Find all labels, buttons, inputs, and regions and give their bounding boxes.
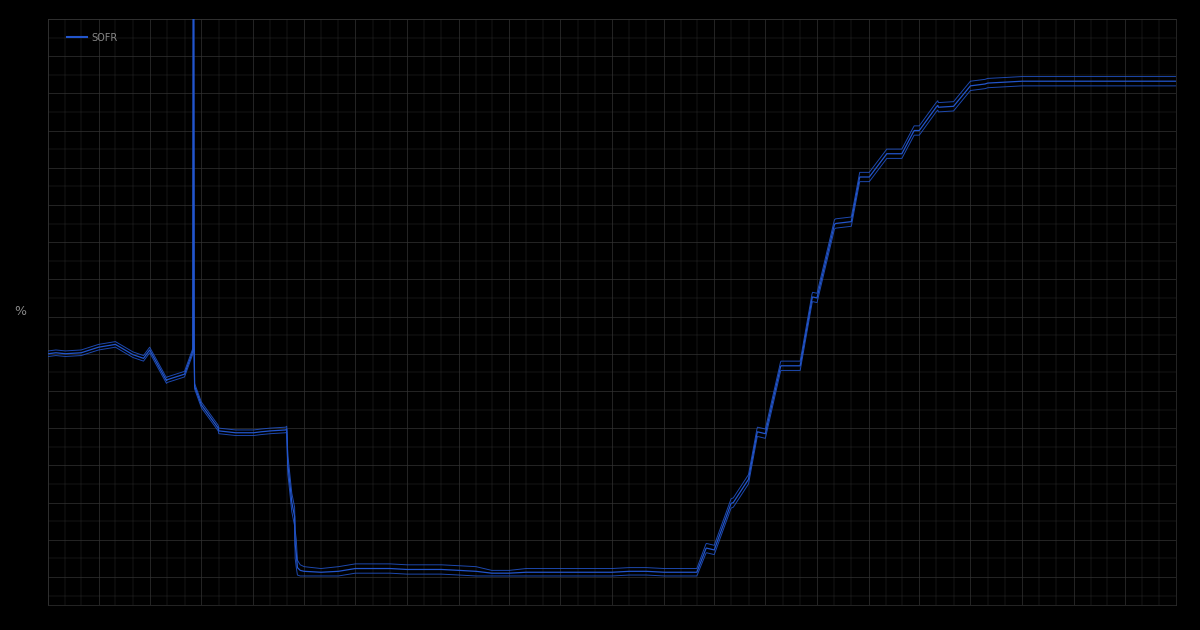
Legend: SOFR: SOFR [64,30,120,45]
Text: %: % [13,306,26,318]
